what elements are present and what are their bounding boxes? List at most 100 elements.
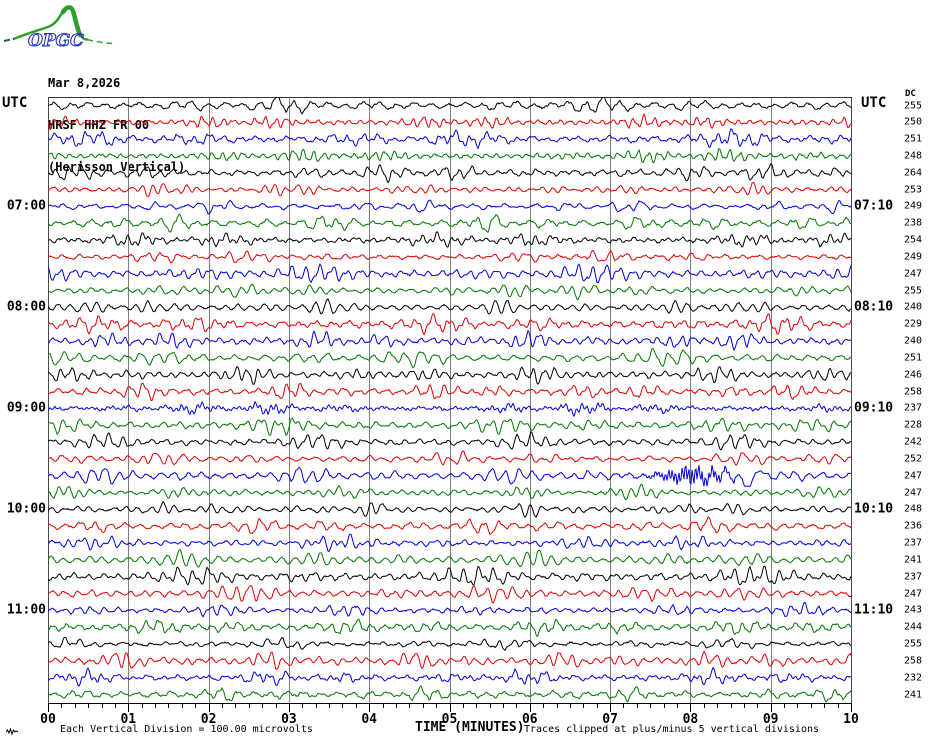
trace-dc-value: 251	[903, 133, 922, 145]
x-axis-title: TIME (MINUTES)	[415, 720, 525, 735]
seismo-trace-0650	[48, 182, 852, 198]
trace-dc-value: 241	[903, 689, 922, 700]
dc-column-label: DC	[905, 89, 916, 99]
trace-dc-value: 258	[903, 655, 922, 667]
trace-dc-value: 241	[903, 554, 922, 566]
seismo-trace-0940	[48, 465, 852, 487]
trace-dc-value: 247	[903, 588, 922, 600]
seismo-trace-1000	[48, 500, 852, 519]
seismogram-plot	[48, 97, 852, 712]
seismo-trace-1150	[48, 685, 852, 703]
seismo-trace-0830	[48, 347, 852, 369]
hour-label-left-0800: 08:00	[6, 299, 46, 315]
trace-dc-value: 244	[903, 621, 922, 633]
trace-dc-value: 249	[903, 251, 922, 263]
opgc-logo: OPGC	[3, 5, 113, 50]
scale-note: Each Vertical Division = 100.00 microvol…	[60, 724, 313, 735]
seismo-trace-0600	[48, 97, 852, 115]
x-tick-label-02: 02	[200, 712, 217, 727]
seismo-trace-1020	[48, 533, 852, 553]
trace-dc-value: 247	[903, 268, 922, 280]
trace-dc-value: 255	[903, 638, 922, 650]
seismo-trace-1040	[48, 565, 852, 586]
hour-label-left-0900: 09:00	[6, 400, 46, 416]
header-date: Mar 8,2026	[48, 76, 121, 90]
trace-dc-value: 251	[903, 352, 922, 364]
seismo-trace-0710	[48, 213, 852, 234]
seismo-trace-0630	[48, 147, 852, 164]
seismo-trace-0640	[48, 162, 852, 184]
trace-dc-value: 250	[903, 116, 922, 128]
logo-curve-peak	[60, 5, 83, 38]
x-tick-label-04: 04	[361, 712, 378, 727]
hour-label-right-1010: 10:10	[854, 501, 894, 517]
trace-dc-value: 237	[903, 571, 922, 583]
seismo-trace-0610	[48, 112, 852, 131]
trace-dc-value: 255	[903, 100, 922, 111]
seismo-trace-0620	[48, 128, 852, 150]
x-tick-label-08: 08	[682, 712, 699, 727]
trace-dc-value: 238	[903, 217, 922, 229]
seismo-trace-0930	[48, 450, 852, 466]
x-tick-label-09: 09	[762, 712, 779, 727]
seismo-trace-1010	[48, 516, 852, 536]
seismo-trace-0820	[48, 329, 852, 352]
x-tick-label-07: 07	[602, 712, 618, 727]
trace-dc-value: 240	[903, 301, 922, 313]
x-tick-label-03: 03	[281, 712, 297, 727]
seismo-trace-0700	[48, 199, 852, 215]
seismo-trace-0840	[48, 365, 852, 385]
seismo-trace-1120	[48, 636, 852, 652]
logo-text: OPGC	[28, 31, 84, 50]
trace-dc-value: 229	[903, 318, 922, 330]
trace-dc-value: 248	[903, 150, 922, 162]
seismo-trace-1100	[48, 601, 852, 618]
seismo-trace-0720	[48, 230, 851, 248]
utc-label-left: UTC	[2, 95, 28, 111]
logo-left-dash	[3, 37, 16, 42]
seismo-trace-1110	[48, 618, 852, 638]
trace-dc-value: 243	[903, 604, 922, 616]
trace-dc-value: 240	[903, 335, 922, 347]
seismo-trace-0910	[48, 417, 852, 437]
seismo-trace-0920	[48, 430, 851, 451]
seismo-trace-1050	[48, 584, 852, 604]
trace-dc-value: 254	[903, 234, 922, 246]
trace-dc-value: 232	[903, 672, 922, 684]
seismo-trace-0750	[48, 283, 852, 301]
x-tick-label-00: 00	[40, 712, 56, 727]
seismo-trace-1140	[48, 666, 852, 687]
microvolts-squiggle-icon	[6, 727, 18, 736]
trace-dc-value: 236	[903, 520, 922, 532]
trace-dc-value: 237	[903, 402, 922, 414]
logo-right-dash	[86, 38, 113, 45]
trace-dc-value: 242	[903, 436, 922, 448]
x-tick-label-10: 10	[843, 712, 859, 727]
seismo-trace-0900	[48, 400, 852, 418]
seismo-trace-0850	[48, 382, 852, 402]
seismo-trace-1130	[48, 650, 852, 670]
hour-label-left-1100: 11:00	[6, 602, 46, 618]
seismo-trace-0730	[48, 249, 852, 264]
trace-dc-value: 247	[903, 470, 922, 482]
hour-label-left-0700: 07:00	[6, 198, 46, 214]
trace-dc-value: 255	[903, 285, 922, 297]
hour-label-right-0710: 07:10	[854, 198, 894, 214]
trace-dc-value: 249	[903, 200, 922, 212]
x-tick-label-01: 01	[120, 712, 137, 727]
trace-dc-value: 248	[903, 503, 922, 515]
utc-label-right: UTC	[861, 95, 887, 111]
trace-dc-value: 246	[903, 369, 922, 381]
hour-label-left-1000: 10:00	[6, 501, 46, 517]
trace-dc-value: 252	[903, 453, 922, 465]
hour-label-right-0810: 08:10	[854, 299, 894, 315]
trace-dc-value: 228	[903, 419, 922, 431]
seismo-trace-0950	[48, 483, 852, 501]
trace-dc-value: 258	[903, 386, 922, 398]
trace-dc-value: 264	[903, 167, 922, 179]
trace-dc-value: 237	[903, 537, 922, 549]
seismo-trace-1030	[48, 548, 852, 568]
x-tick-label-06: 06	[521, 712, 538, 727]
seismo-trace-0800	[48, 298, 852, 315]
hour-label-right-1110: 11:10	[854, 602, 894, 618]
